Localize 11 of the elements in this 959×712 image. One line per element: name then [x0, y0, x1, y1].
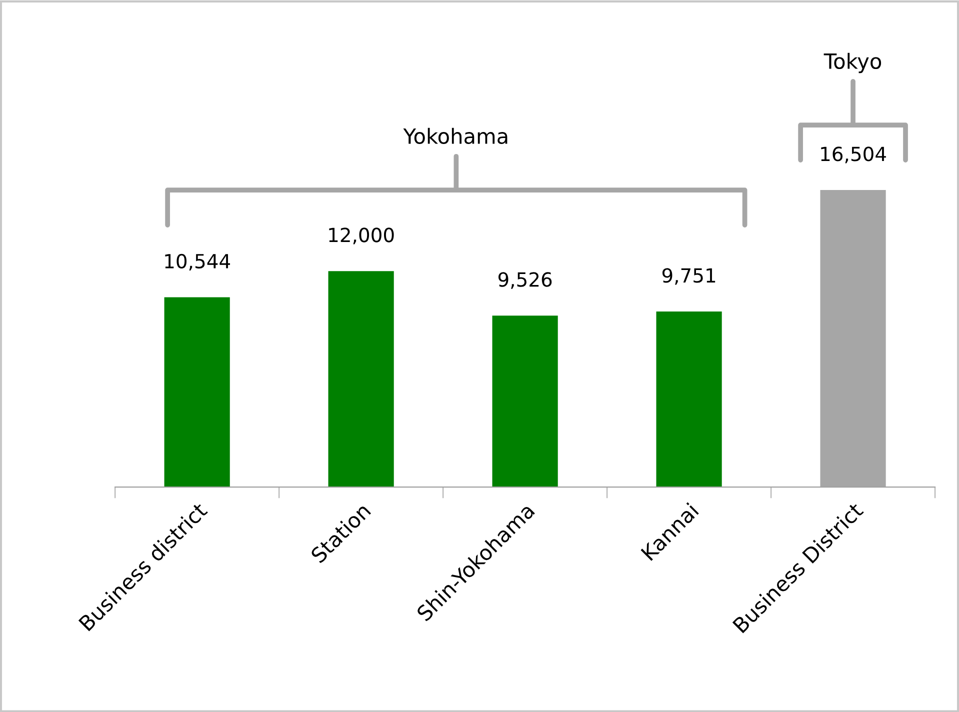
data-label: 9,751 [662, 268, 716, 285]
data-label: 10,544 [165, 254, 230, 271]
bar [492, 316, 558, 488]
data-label: 12,000 [329, 228, 394, 244]
data-label: 16,504 [821, 146, 886, 164]
bar [328, 271, 394, 488]
text: Yokohama [403, 128, 508, 144]
bar [656, 312, 722, 488]
data-label: 9,526 [498, 272, 552, 289]
text: Tokyo [824, 52, 882, 74]
bar [164, 297, 230, 488]
